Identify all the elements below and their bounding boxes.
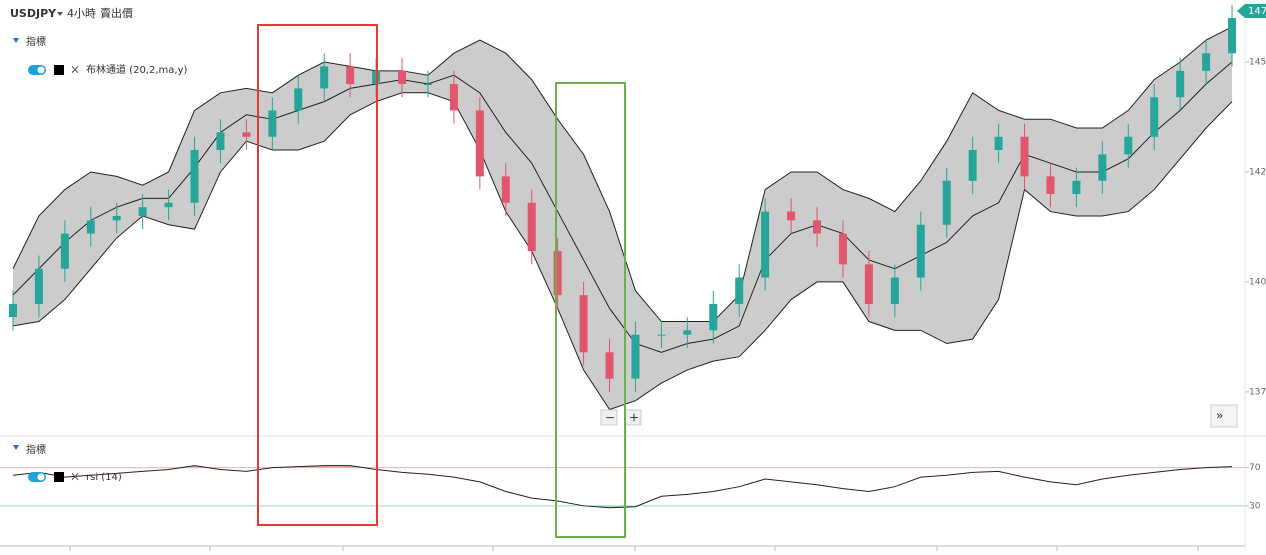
zoom-out-button[interactable] xyxy=(600,409,618,426)
candle-body xyxy=(1072,180,1081,194)
band-lower xyxy=(12,92,1233,411)
y-tick-label: 137 xyxy=(1249,387,1266,397)
candle-body xyxy=(1046,176,1055,194)
candle-body xyxy=(968,149,977,181)
y-tick-label: 142 xyxy=(1249,167,1266,177)
candle-body xyxy=(813,220,822,234)
candle-body xyxy=(86,220,95,234)
candle-body xyxy=(1202,53,1211,71)
candle-body xyxy=(423,84,432,86)
zoom-out[interactable]: − xyxy=(605,411,615,425)
candle-body xyxy=(735,277,744,304)
toggle-knob xyxy=(37,66,45,74)
candle-body xyxy=(605,352,614,379)
symbol[interactable]: USDJPY xyxy=(10,7,57,20)
candle-body xyxy=(320,66,329,89)
candle-body xyxy=(553,251,562,296)
candle-body xyxy=(294,88,303,111)
indicator-label: 布林通道 (20,2,ma,y) xyxy=(86,63,187,76)
time-ticks xyxy=(69,546,1199,551)
y-tick-label: 30 xyxy=(1249,501,1261,511)
highlight-box xyxy=(257,24,378,526)
toggle-knob xyxy=(37,473,45,481)
candle-body xyxy=(1124,136,1133,155)
remove-icon[interactable]: × xyxy=(70,63,80,77)
band-upper xyxy=(12,26,1233,323)
candle-body xyxy=(890,277,899,304)
indicator-label: rsi (14) xyxy=(86,472,122,483)
panel-label[interactable]: 指標 xyxy=(26,443,46,456)
dropdown-caret[interactable] xyxy=(57,12,63,16)
candle-body xyxy=(449,84,458,111)
last-price-tag xyxy=(1237,4,1266,18)
candle-body xyxy=(138,207,147,216)
candle-body xyxy=(1176,70,1185,98)
candle-body xyxy=(60,233,69,269)
candle-body xyxy=(864,264,873,304)
candle-body xyxy=(579,295,588,353)
candle-body xyxy=(994,136,1003,150)
scroll-button[interactable] xyxy=(1210,404,1238,428)
candle-body xyxy=(787,211,796,221)
candle-body xyxy=(657,334,666,336)
candle-body xyxy=(190,149,199,203)
candle-body xyxy=(346,66,355,85)
y-tick-label: 70 xyxy=(1249,463,1261,473)
candle-body xyxy=(527,202,536,252)
candle-body xyxy=(501,176,510,203)
y-tick-label: 145 xyxy=(1249,58,1266,68)
color-swatch[interactable] xyxy=(54,65,64,75)
collapse-caret[interactable] xyxy=(13,445,19,450)
candle-body xyxy=(8,303,17,318)
candle-body xyxy=(1228,18,1237,54)
candle-body xyxy=(1020,136,1029,177)
last-price: 147 xyxy=(1248,6,1266,17)
rsi-line xyxy=(12,465,1233,509)
scroll-icon[interactable]: » xyxy=(1216,409,1223,423)
color-swatch[interactable] xyxy=(54,472,64,482)
candle-body xyxy=(1098,154,1107,181)
candle-body xyxy=(761,211,770,278)
candle-body xyxy=(242,132,251,137)
zoom-in[interactable]: + xyxy=(629,411,639,425)
panel-label[interactable]: 指標 xyxy=(26,35,46,48)
candle-body xyxy=(916,224,925,278)
candle-body xyxy=(112,215,121,221)
candle-body xyxy=(475,110,484,177)
candle-body xyxy=(631,334,640,379)
highlight-box xyxy=(555,82,626,538)
y-tick-label: 140 xyxy=(1249,277,1266,287)
candle-body xyxy=(34,268,43,304)
band-fill xyxy=(12,26,1233,410)
candle-body xyxy=(398,70,407,85)
candle-body xyxy=(683,330,692,335)
candle-body xyxy=(216,132,225,150)
collapse-caret[interactable] xyxy=(13,38,19,43)
candle-body xyxy=(1150,97,1159,137)
candle-body xyxy=(268,110,277,137)
band-middle xyxy=(12,61,1233,353)
remove-icon[interactable]: × xyxy=(70,470,80,484)
candle-body xyxy=(164,202,173,208)
candle-body xyxy=(838,233,847,265)
candle-body xyxy=(709,303,718,331)
price-type[interactable]: 賣出價 xyxy=(100,6,133,20)
interval[interactable]: 4小時 xyxy=(67,7,96,20)
candle-body xyxy=(942,180,951,225)
